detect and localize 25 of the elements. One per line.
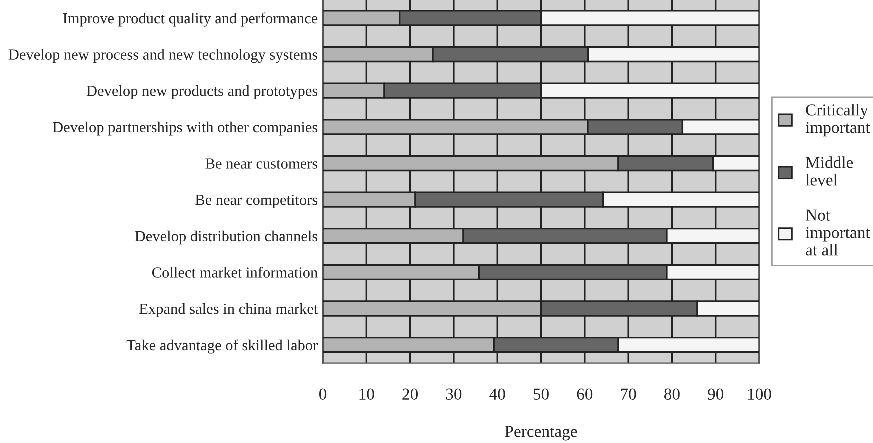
x-tick-label: 10 [360, 388, 374, 400]
y-tick-label: Take advantage of skilled labor [126, 340, 318, 354]
x-tick-label: 80 [664, 388, 680, 400]
x-tick-label: 90 [708, 388, 724, 400]
y-tick-label: Develop partnerships with other companies [52, 122, 318, 136]
y-tick-label: Develop new products and prototypes [86, 86, 318, 100]
legend-label: Not important at all [806, 210, 870, 256]
legend-label: Middle level [806, 156, 854, 186]
y-tick-label: Be near customers [206, 158, 318, 169]
x-axis-title: Percentage [505, 426, 578, 441]
x-tick-label: 70 [621, 388, 636, 400]
x-tick-label: 30 [446, 388, 462, 400]
x-tick-label: 40 [490, 388, 506, 400]
y-tick-label: Be near competitors [196, 194, 318, 208]
x-tick-label: 60 [577, 388, 593, 400]
x-tick-label: 100 [748, 388, 772, 400]
y-tick-label: Develop new process and new technology systems [8, 49, 318, 64]
y-tick-label: Develop distribution channels [135, 230, 318, 245]
y-tick-label: Improve product quality and performance [63, 12, 318, 27]
y-tick-label: Expand sales in china market [140, 303, 318, 318]
x-tick-label: 50 [534, 388, 549, 400]
y-tick-label: Collect market information [152, 266, 318, 278]
x-tick-label: 20 [402, 388, 418, 400]
legend-label: Critically important [806, 104, 870, 137]
x-tick-label: 0 [319, 388, 327, 400]
